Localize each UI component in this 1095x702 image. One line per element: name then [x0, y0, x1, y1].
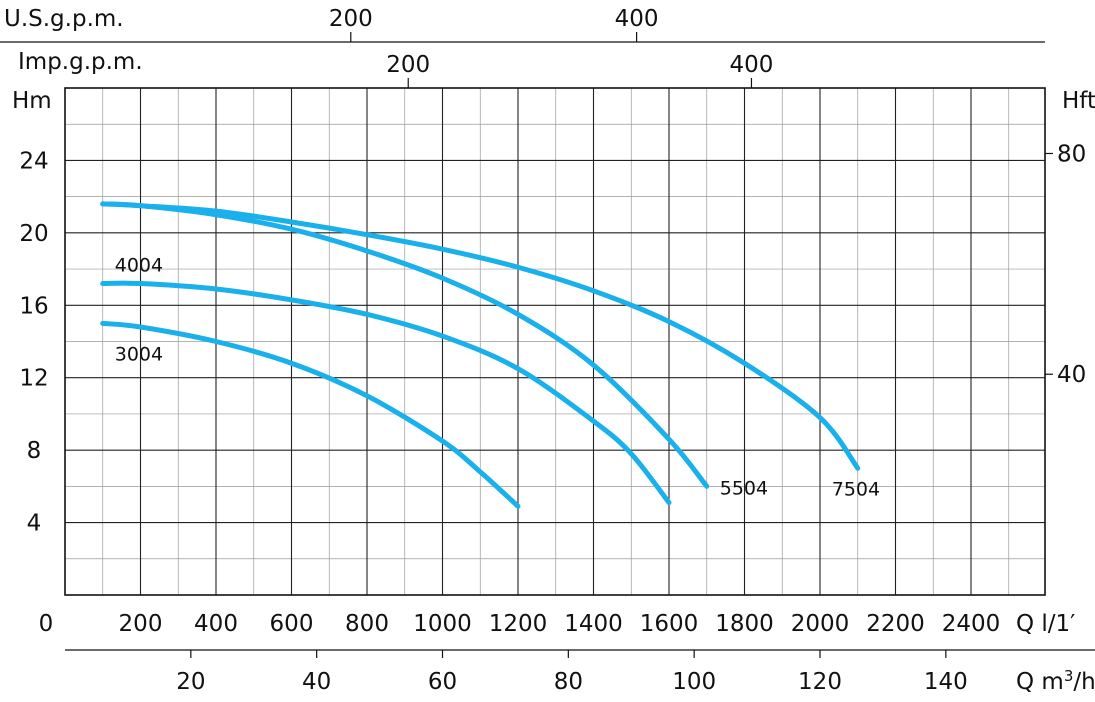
bottom-tick-label: 2000 [791, 611, 850, 637]
m3h-tick-label: 140 [924, 669, 968, 695]
right-axis-ticks: 40 80 [1045, 141, 1086, 388]
bottom-tick-label: 400 [194, 611, 238, 637]
series-label-5504: 5504 [720, 477, 768, 499]
impgpm-axis-label: Imp.g.p.m. [18, 49, 143, 75]
impgpm-ticks: 200 400 [386, 52, 773, 88]
m3h-tick-label: 40 [302, 669, 331, 695]
left-tick-label: 24 [19, 148, 48, 174]
right-tick-label: 40 [1057, 362, 1086, 388]
series-curve-7504 [100, 201, 861, 471]
left-tick-label: 4 [27, 511, 42, 537]
series-curve-3004 [100, 320, 521, 509]
bottom-tick-label: 600 [270, 611, 314, 637]
plot-frame [64, 87, 1046, 596]
m3h-tick-label: 100 [672, 669, 716, 695]
m3h-ticks: 20 40 60 80 100 120 140 [176, 650, 968, 695]
left-tick-label: 8 [27, 438, 42, 464]
m3h-tick-label: 120 [798, 669, 842, 695]
m3h-axis-label: Q m3/h [1016, 667, 1095, 695]
series-label-3004: 3004 [115, 343, 163, 365]
major-grid [65, 88, 1045, 595]
m3h-tick-label: 80 [554, 669, 583, 695]
left-axis-ticks: 4 8 12 16 20 24 [19, 148, 48, 536]
series-label-4004: 4004 [115, 255, 163, 277]
bottom-axis-label: Q l/1′ [1016, 611, 1075, 637]
bottom-tick-label: 1600 [640, 611, 699, 637]
m3h-tick-label: 60 [428, 669, 457, 695]
usgpm-tick-label: 200 [329, 6, 373, 32]
left-tick-label: 12 [19, 366, 48, 392]
usgpm-tick-label: 400 [615, 6, 659, 32]
usgpm-ticks: 200 400 [329, 6, 659, 42]
right-axis-label: Hft [1062, 88, 1095, 114]
m3h-tick-label: 20 [176, 669, 205, 695]
right-tick-label: 80 [1057, 141, 1086, 167]
series-curve-4004 [100, 280, 672, 506]
left-tick-label: 16 [19, 293, 48, 319]
bottom-tick-label: 2200 [866, 611, 925, 637]
usgpm-axis-label: U.S.g.p.m. [4, 6, 124, 32]
series-layer: 3004 4004 5504 7504 [100, 201, 880, 509]
bottom-tick-label: 1200 [489, 611, 548, 637]
bottom-axis-ticks: 0 200 400 600 800 1000 1200 1400 1600 1800 2000 220… [39, 611, 1001, 637]
bottom-tick-label: 0 [39, 611, 54, 637]
left-axis-label: Hm [12, 88, 52, 114]
bottom-tick-label: 2400 [942, 611, 1001, 637]
series-label-7504: 7504 [832, 478, 880, 500]
minor-grid [65, 88, 1045, 595]
bottom-tick-label: 1000 [413, 611, 472, 637]
left-tick-label: 20 [19, 221, 48, 247]
impgpm-tick-label: 200 [386, 52, 430, 78]
bottom-tick-label: 1400 [564, 611, 623, 637]
bottom-tick-label: 200 [119, 611, 163, 637]
bottom-tick-label: 800 [345, 611, 389, 637]
bottom-tick-label: 1800 [715, 611, 774, 637]
impgpm-tick-label: 400 [730, 52, 774, 78]
